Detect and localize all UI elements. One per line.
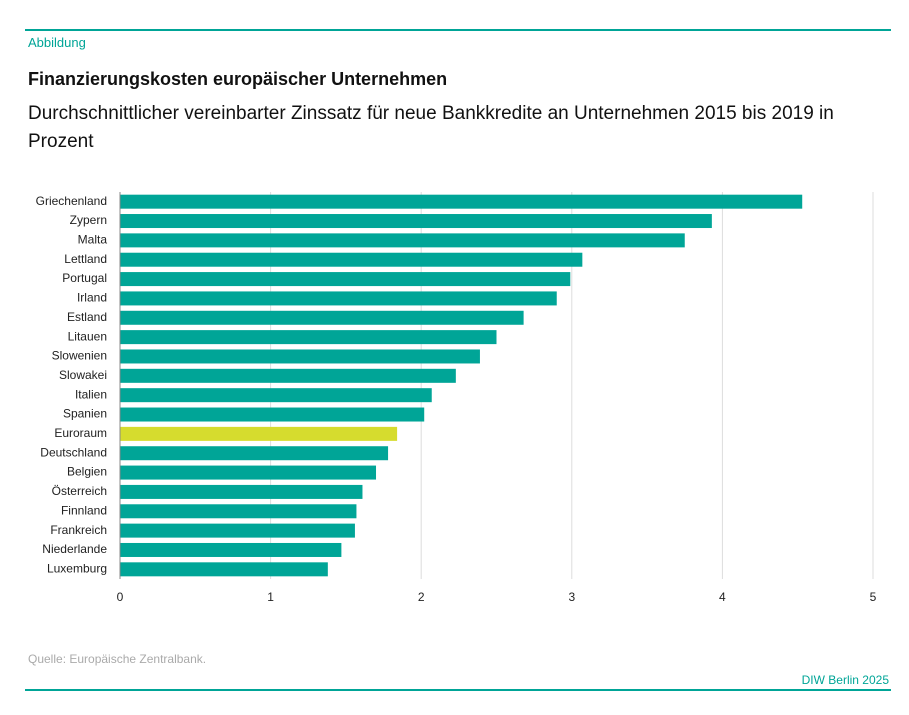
x-tick-label: 4 (719, 590, 726, 604)
chart-title: Finanzierungskosten europäischer Unterne… (28, 69, 448, 89)
bar (120, 407, 425, 422)
bar (120, 272, 571, 287)
y-tick-label: Malta (78, 233, 108, 247)
bar (120, 194, 803, 209)
y-tick-label: Finnland (61, 503, 107, 517)
y-tick-label: Deutschland (40, 445, 107, 459)
source: Quelle: Europäische Zentralbank. (28, 652, 207, 666)
bar (120, 523, 355, 538)
y-tick-label: Niederlande (42, 542, 107, 556)
y-tick-label: Belgien (67, 465, 107, 479)
y-tick-label: Irland (77, 291, 107, 305)
bar (120, 214, 712, 229)
bar (120, 465, 377, 480)
bar (120, 252, 583, 267)
y-tick-label: Luxemburg (47, 561, 107, 575)
bar (120, 388, 432, 403)
y-tick-label: Slowenien (52, 349, 107, 363)
y-tick-label: Frankreich (50, 523, 107, 537)
bar (120, 426, 398, 441)
bar (120, 446, 389, 461)
y-tick-label: Euroraum (54, 426, 107, 440)
chart-subtitle: Durchschnittlicher vereinbarter Zinssatz… (28, 103, 834, 152)
bottom-rule (25, 689, 891, 691)
bar (120, 368, 456, 383)
bar (120, 484, 363, 499)
y-tick-label: Slowakei (59, 368, 107, 382)
y-tick-label: Italien (75, 387, 107, 401)
y-tick-label: Griechenland (36, 194, 107, 208)
y-tick-label: Zypern (70, 213, 107, 227)
top-rule (25, 29, 891, 31)
credit: DIW Berlin 2025 (801, 673, 889, 687)
figure-label: Abbildung (28, 35, 86, 50)
bar (120, 310, 524, 325)
x-tick-label: 5 (870, 590, 877, 604)
x-tick-label: 2 (418, 590, 425, 604)
bar (120, 562, 328, 577)
bar (120, 504, 357, 519)
x-tick-label: 3 (568, 590, 575, 604)
y-tick-label: Österreich (52, 484, 107, 498)
y-tick-label: Spanien (63, 407, 107, 421)
bar (120, 233, 685, 248)
bar (120, 349, 480, 364)
y-tick-label: Estland (67, 310, 107, 324)
x-tick-label: 1 (267, 590, 274, 604)
y-tick-label: Litauen (68, 329, 107, 343)
x-tick-label: 0 (117, 590, 124, 604)
bar (120, 330, 497, 345)
bar (120, 542, 342, 557)
y-tick-label: Lettland (64, 252, 107, 266)
y-tick-label: Portugal (62, 271, 107, 285)
bar (120, 291, 557, 306)
